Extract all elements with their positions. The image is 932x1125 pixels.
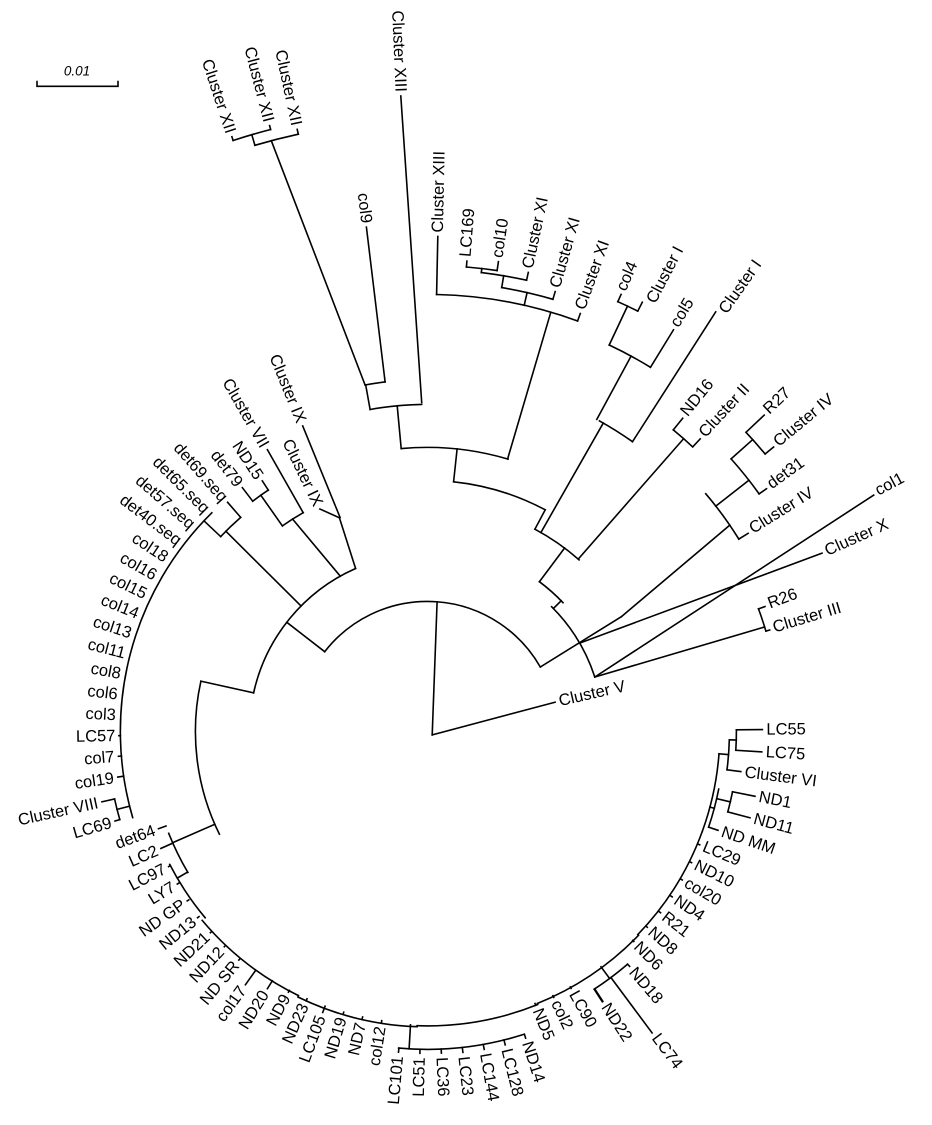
svg-text:Cluster XIII: Cluster XIII (429, 151, 449, 233)
svg-text:LC55: LC55 (766, 720, 806, 738)
svg-text:col3: col3 (85, 705, 116, 725)
svg-text:0.01: 0.01 (64, 64, 90, 79)
svg-text:LC57: LC57 (76, 727, 116, 746)
svg-text:Cluster XIII: Cluster XIII (388, 10, 409, 92)
svg-text:LC36: LC36 (433, 1057, 453, 1097)
svg-text:col9: col9 (354, 192, 376, 224)
svg-text:LC51: LC51 (410, 1057, 429, 1097)
svg-text:LC75: LC75 (765, 743, 805, 763)
svg-text:col7: col7 (83, 748, 115, 768)
svg-text:col6: col6 (86, 682, 118, 703)
